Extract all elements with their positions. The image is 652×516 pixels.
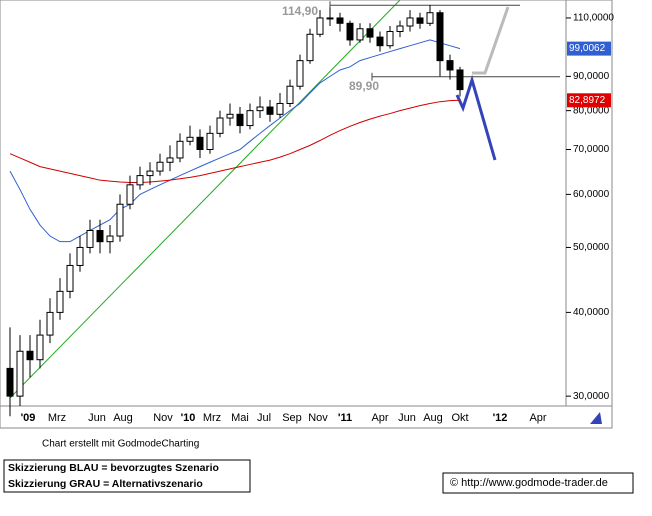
blue-scenario [455, 74, 497, 161]
x-tick-label: Nov [153, 412, 173, 424]
y-tick-label: 110,0000 [573, 13, 614, 24]
candle-body [346, 22, 354, 41]
candle-body [136, 175, 144, 186]
y-tick-label: 90,0000 [573, 71, 610, 82]
candle-body [296, 60, 304, 87]
candle-body [256, 106, 264, 112]
candle-body [106, 235, 114, 243]
candle-body [456, 69, 464, 91]
x-tick-label: Jun [88, 412, 106, 424]
legend-note: Skizzierung GRAU = Alternativszenario [8, 478, 203, 490]
level-label: 114,90 [282, 4, 318, 18]
candle-body [426, 12, 434, 24]
candle-body [156, 161, 164, 172]
moving-average [9, 39, 461, 243]
y-tick-label: 40,0000 [573, 307, 610, 318]
candle-body [316, 17, 324, 35]
candle-body [6, 367, 14, 397]
y-tick-label: 60,0000 [573, 189, 610, 200]
candle-body [436, 12, 444, 62]
candle-body [196, 136, 204, 151]
x-tick-label: Mrz [203, 412, 221, 424]
x-tick-label: Sep [282, 412, 302, 424]
candle-body [406, 17, 414, 27]
candle-body [226, 113, 234, 119]
moving-average [9, 99, 461, 183]
credit: Chart erstellt mit GodmodeCharting [42, 439, 199, 450]
x-axis-panel [0, 405, 613, 429]
candle-body [46, 311, 54, 336]
x-tick-label: Apr [371, 412, 388, 424]
candle-body [416, 17, 424, 24]
candle-body [86, 229, 94, 248]
x-tick-label: '10 [181, 412, 196, 424]
value-marker [567, 93, 611, 108]
candle-body [446, 60, 454, 71]
y-tick-label: 80,0000 [573, 105, 610, 116]
candle-body [356, 28, 364, 41]
candle-body [116, 203, 124, 237]
candle-body [66, 264, 74, 292]
y-axis-panel [565, 0, 613, 407]
level-label: 89,90 [349, 79, 379, 93]
x-tick-label: Mai [231, 412, 249, 424]
candle-body [276, 102, 284, 115]
candle-body [126, 184, 134, 205]
trend-line [9, 0, 401, 399]
x-tick-label: Jun [398, 412, 416, 424]
x-tick-label: Jul [257, 412, 271, 424]
x-tick-label: '09 [21, 412, 36, 424]
x-tick-label: '11 [338, 412, 352, 424]
candle-body [96, 229, 104, 243]
candle-body [206, 132, 214, 151]
candle-body [216, 117, 224, 134]
candle-body [186, 136, 194, 142]
y-tick-label: 70,0000 [573, 144, 610, 155]
y-tick-label: 30,0000 [573, 391, 610, 402]
candle-body [266, 106, 274, 115]
candle-body [366, 28, 374, 38]
candle-body [376, 36, 384, 47]
candle-body [386, 30, 394, 47]
icon [590, 412, 602, 424]
candle-body [326, 17, 334, 20]
candle-body [336, 17, 344, 24]
candle-body [26, 350, 34, 361]
legend-box [3, 459, 251, 493]
x-tick-label: Aug [423, 412, 443, 424]
x-tick-label: Okt [451, 412, 468, 424]
value-marker-label: 82,8972 [569, 95, 606, 106]
candle-body [16, 350, 24, 397]
candle-body [286, 85, 294, 104]
candle-body [36, 334, 44, 361]
candle-body [236, 113, 244, 127]
candle-body [166, 157, 174, 163]
y-tick-label: 50,0000 [573, 242, 610, 253]
x-tick-label: Aug [113, 412, 133, 424]
candle-body [146, 170, 154, 177]
copyright: © http://www.godmode-trader.de [450, 477, 608, 489]
x-tick-label: '12 [493, 412, 508, 424]
x-tick-label: Mrz [48, 412, 66, 424]
plot-frame [0, 0, 567, 407]
candle-body [246, 110, 254, 127]
x-tick-label: Nov [308, 412, 328, 424]
value-marker [567, 41, 611, 56]
value-marker-label: 99,0062 [569, 43, 606, 54]
candle-body [56, 290, 64, 313]
candle-body [396, 25, 404, 32]
copyright-box [442, 472, 634, 494]
gray-scenario [472, 6, 510, 75]
x-tick-label: Apr [529, 412, 546, 424]
candle-body [76, 246, 84, 266]
candle-body [306, 33, 314, 62]
candle-body [176, 140, 184, 159]
legend-note: Skizzierung BLAU = bevorzugtes Szenario [8, 462, 219, 474]
